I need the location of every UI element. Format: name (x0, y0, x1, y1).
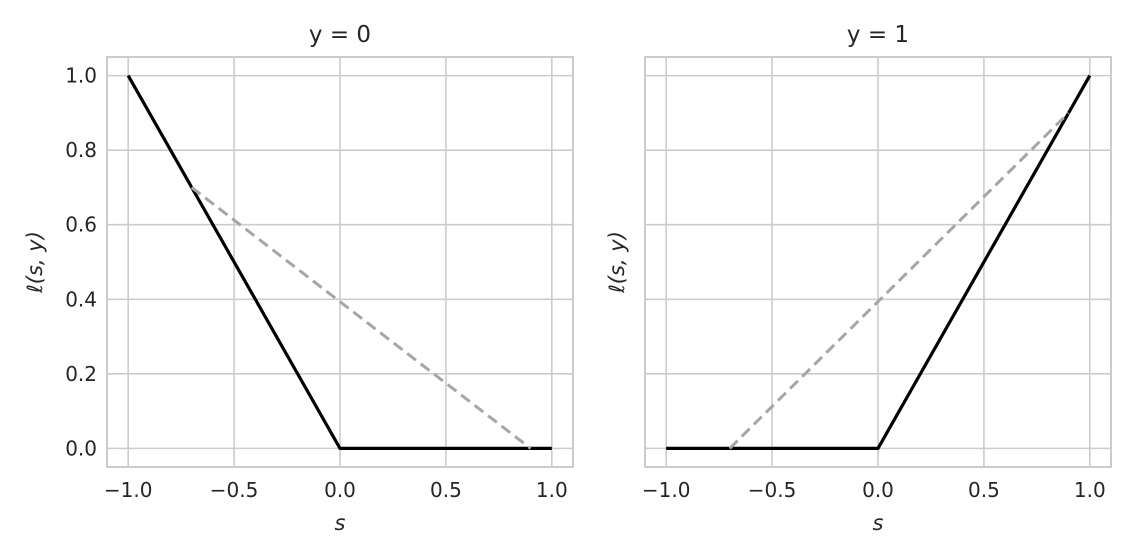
x-tick-label: −0.5 (748, 478, 797, 502)
x-tick-label: −1.0 (642, 478, 691, 502)
x-tick-label: 0.0 (324, 478, 356, 502)
y-axis-label: ℓ(s, y) (23, 231, 47, 294)
y-tick-label: 0.2 (65, 362, 97, 386)
y-tick-label: 0.8 (65, 138, 97, 162)
x-tick-label: −0.5 (210, 478, 259, 502)
y-tick-label: 1.0 (65, 64, 97, 88)
x-axis-label: s (873, 511, 884, 535)
axes-frame (106, 56, 574, 468)
x-tick-label: 0.0 (862, 478, 894, 502)
dashed-series-line (728, 111, 1070, 450)
subplot-title: y = 1 (847, 22, 909, 48)
x-tick-label: 1.0 (1074, 478, 1106, 502)
x-tick-label: 0.5 (968, 478, 1000, 502)
x-tick-label: 1.0 (536, 478, 568, 502)
left-subplot: −1.0 −0.5 0.0 0.5 1.0 0.0 0.2 0.4 0.6 0.8 1.0 y = 0… (23, 22, 574, 535)
right-subplot: −1.0 −0.5 0.0 0.5 1.0 y = 1 s ℓ(s, y) (605, 22, 1112, 535)
x-tick-label: 0.5 (430, 478, 462, 502)
x-tick-label: −1.0 (104, 478, 153, 502)
y-tick-label: 0.0 (65, 436, 97, 460)
subplot-title: y = 0 (309, 22, 371, 48)
dashed-series-line (190, 186, 532, 450)
x-axis-label: s (335, 511, 346, 535)
axes-frame (644, 56, 1112, 468)
solid-series-line (666, 74, 1092, 450)
y-tick-label: 0.6 (65, 213, 97, 237)
y-axis-label: ℓ(s, y) (605, 231, 629, 294)
y-tick-label: 0.4 (65, 287, 97, 311)
solid-series-line (126, 74, 552, 450)
